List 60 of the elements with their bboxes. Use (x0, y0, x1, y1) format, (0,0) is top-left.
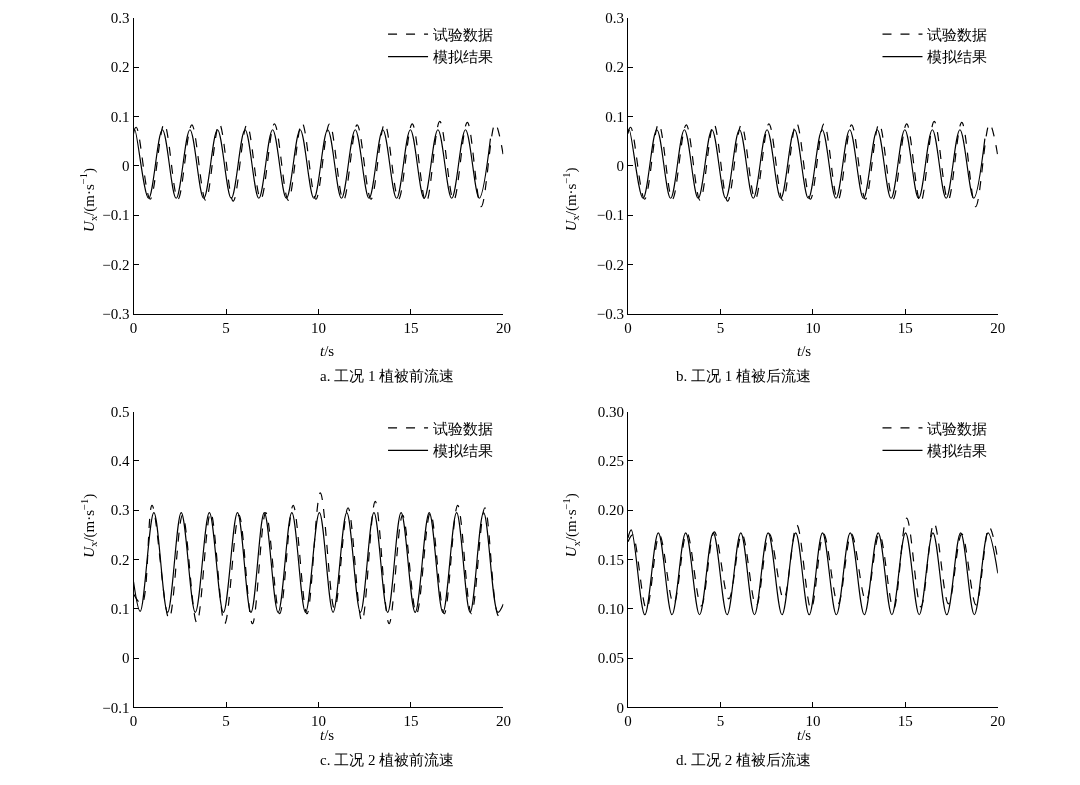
text: b. 工况 1 植被后流速 (676, 368, 811, 384)
legend-label: 模拟结果 (927, 49, 988, 66)
y-tick-label: 0.2 (110, 59, 130, 76)
y-tick-label: −0.2 (102, 256, 130, 273)
y-tick-label: 0 (122, 157, 130, 174)
legend-label: 试验数据 (927, 26, 988, 43)
y-tick-label: 0.10 (597, 601, 624, 618)
legend-label: 试验数据 (927, 420, 988, 437)
text: c. 工况 2 植被前流速 (320, 752, 455, 768)
y-tick-label: 0.15 (597, 551, 624, 568)
x-tick-label: 10 (805, 319, 821, 336)
y-tick-label: 0.3 (110, 502, 130, 519)
x-axis-title: t/s (320, 343, 335, 359)
x-tick-label: 5 (716, 319, 725, 336)
x-tick-label: 15 (897, 319, 913, 336)
y-tick-label: 0.1 (110, 601, 130, 618)
x-tick-label: 20 (990, 319, 1006, 336)
x-tick-label: 20 (495, 713, 511, 730)
y-tick-label: 0.4 (110, 453, 131, 470)
y-tick-label: −0.1 (102, 207, 130, 224)
text: a. 工况 1 植被前流速 (320, 368, 455, 384)
y-tick-label: 0.20 (597, 502, 624, 519)
x-tick-label: 5 (222, 713, 230, 730)
y-tick-label: −0.1 (102, 699, 130, 716)
y-tick-label: −0.3 (596, 305, 624, 322)
legend-label: 模拟结果 (927, 443, 988, 460)
x-tick-label: 10 (310, 319, 326, 336)
x-tick-label: 10 (310, 713, 326, 730)
x-tick-label: 15 (897, 713, 913, 730)
y-tick-label: 0.3 (110, 10, 130, 27)
y-tick-label: 0 (122, 650, 130, 667)
y-tick-label: 0.1 (605, 108, 624, 125)
y-tick-label: 0.5 (110, 403, 130, 420)
y-tick-label: −0.1 (596, 207, 624, 224)
legend-label: 模拟结果 (433, 443, 494, 460)
y-tick-label: 0.05 (597, 650, 624, 667)
y-tick-label: 0.25 (597, 453, 624, 470)
y-tick-label: 0 (616, 699, 624, 716)
x-tick-label: 5 (222, 319, 230, 336)
x-tick-label: 15 (403, 713, 419, 730)
x-axis-title: t/s (797, 343, 812, 359)
y-tick-label: 0.3 (605, 10, 624, 27)
x-axis-title: t/s (320, 727, 335, 743)
text: d. 工况 2 植被后流速 (676, 752, 811, 768)
legend-label: 试验数据 (433, 420, 494, 437)
y-tick-label: 0.1 (110, 108, 130, 125)
x-axis-title: t/s (797, 727, 812, 743)
x-tick-label: 20 (495, 319, 511, 336)
y-tick-label: −0.2 (596, 256, 624, 273)
x-tick-label: 20 (990, 713, 1006, 730)
y-tick-label: 0 (616, 157, 624, 174)
legend-label: 试验数据 (433, 26, 494, 43)
y-tick-label: −0.3 (102, 305, 130, 322)
y-tick-label: 0.2 (110, 551, 130, 568)
x-tick-label: 10 (805, 713, 821, 730)
legend-label: 模拟结果 (433, 49, 494, 66)
x-tick-label: 15 (403, 319, 419, 336)
x-tick-label: 5 (716, 713, 725, 730)
y-tick-label: 0.30 (597, 403, 624, 420)
y-tick-label: 0.2 (605, 59, 624, 76)
